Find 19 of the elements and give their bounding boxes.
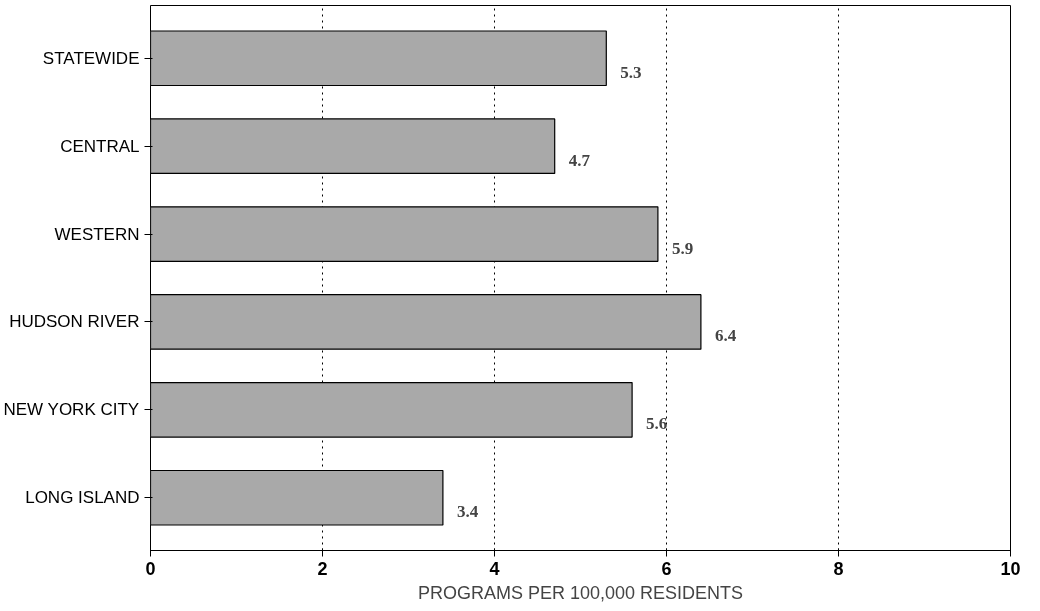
y-tick-label: LONG ISLAND	[25, 488, 140, 508]
y-tick-label: NEW YORK CITY	[3, 400, 140, 420]
y-tick-label: CENTRAL	[60, 136, 140, 156]
data-label: 5.3	[620, 62, 642, 82]
x-tick-label: 6	[661, 558, 672, 579]
x-tick-label: 0	[145, 558, 156, 579]
data-label: 5.6	[646, 414, 668, 434]
data-label: 3.4	[456, 502, 479, 522]
y-tick-label: WESTERN	[54, 224, 140, 244]
x-tick-label: 10	[1000, 558, 1021, 579]
y-tick-label: STATEWIDE	[42, 48, 140, 68]
x-tick-label: 8	[833, 558, 844, 579]
data-label: 5.9	[671, 238, 694, 258]
x-tick-label: 2	[317, 558, 328, 579]
data-label: 6.4	[714, 326, 737, 346]
x-tick-label: 4	[489, 558, 500, 579]
y-tick-label: HUDSON RIVER	[9, 312, 140, 332]
data-label: 4.7	[568, 150, 591, 170]
x-axis-title: PROGRAMS PER 100,000 RESIDENTS	[417, 582, 744, 603]
